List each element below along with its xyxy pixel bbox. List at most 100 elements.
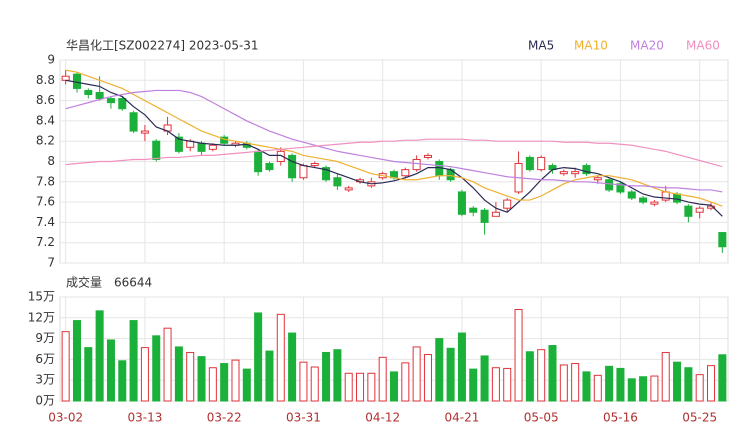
volume-bar xyxy=(276,313,285,402)
candle-body xyxy=(276,150,285,163)
volume-bar xyxy=(163,327,172,402)
volume-bar xyxy=(220,363,229,402)
x-tick-label: 03-02 xyxy=(48,411,83,425)
y-tick-label: 7.4 xyxy=(36,215,55,229)
volume-bar xyxy=(559,364,568,402)
candle-body xyxy=(616,183,625,193)
candle-body xyxy=(344,187,353,191)
candle-body xyxy=(718,232,727,248)
y-tick-label: 7 xyxy=(47,256,55,270)
candle-body xyxy=(605,179,614,191)
volume-bar xyxy=(582,371,591,402)
y-tick-label: 8.6 xyxy=(36,93,55,107)
volume-bar xyxy=(514,308,523,402)
volume-bar xyxy=(333,349,342,402)
volume-bar xyxy=(186,351,195,402)
volume-bar xyxy=(118,360,127,402)
volume-bar xyxy=(174,346,183,402)
volume-tick-label: 9万 xyxy=(35,331,55,345)
legend-label: MA60 xyxy=(686,39,720,53)
x-tick-label: 03-22 xyxy=(207,411,242,425)
volume-tick-label: 12万 xyxy=(28,310,55,324)
chart-title: 华昌化工[SZ002274] 2023-05-31 xyxy=(66,39,259,53)
candle-body xyxy=(707,205,716,209)
candle-body xyxy=(559,171,568,175)
volume-bar xyxy=(661,351,670,402)
candle-body xyxy=(412,158,421,171)
volume-bar xyxy=(525,351,534,402)
volume-bar xyxy=(491,367,500,402)
volume-tick-label: 0万 xyxy=(35,394,55,408)
volume-bar xyxy=(412,346,421,402)
candle-body xyxy=(537,156,546,171)
candle-body xyxy=(695,207,704,213)
volume-bar xyxy=(208,367,217,402)
volume-bar xyxy=(152,335,161,402)
volume-bar xyxy=(378,356,387,402)
volume-bar xyxy=(356,372,365,402)
candle-body xyxy=(650,201,659,205)
y-tick-label: 8.8 xyxy=(36,73,55,87)
volume-bar xyxy=(616,367,625,402)
y-tick-label: 8.4 xyxy=(36,113,55,127)
volume-bar xyxy=(627,378,636,402)
volume-bar xyxy=(61,331,70,402)
legend-label: MA10 xyxy=(574,39,608,53)
volume-bar xyxy=(503,367,512,402)
volume-tick-label: 3万 xyxy=(35,373,55,387)
candle-body xyxy=(469,207,478,213)
candle-body xyxy=(197,142,206,152)
volume-bar xyxy=(423,354,432,402)
volume-bar xyxy=(197,356,206,402)
x-tick-label: 05-25 xyxy=(682,411,717,425)
candle-body xyxy=(288,154,297,179)
candle-body xyxy=(61,75,70,81)
volume-bar xyxy=(265,350,274,402)
candle-body xyxy=(333,177,342,187)
ma-line xyxy=(65,79,723,217)
x-tick-label: 03-13 xyxy=(127,411,162,425)
candle-body xyxy=(593,177,602,181)
candle-body xyxy=(673,193,682,203)
volume-bar xyxy=(695,374,704,402)
volume-bar xyxy=(435,338,444,402)
volume-bar xyxy=(639,376,648,402)
y-tick-label: 9 xyxy=(47,53,55,67)
candle-body xyxy=(265,163,274,171)
ma-line xyxy=(65,89,723,193)
volume-bar xyxy=(72,320,81,402)
candle-body xyxy=(525,156,534,171)
volume-bar xyxy=(254,312,263,402)
legend-label: MA20 xyxy=(630,39,664,53)
x-tick-label: 05-16 xyxy=(603,411,638,425)
volume-bar xyxy=(344,372,353,402)
y-tick-label: 8.2 xyxy=(36,134,55,148)
candle-body xyxy=(299,165,308,179)
volume-bar xyxy=(457,332,466,402)
volume-bar xyxy=(548,345,557,402)
x-tick-label: 04-21 xyxy=(444,411,479,425)
candle-body xyxy=(627,191,636,199)
candle-body xyxy=(480,209,489,223)
candle-body xyxy=(582,165,591,175)
candle-body xyxy=(129,112,138,132)
candle-body xyxy=(106,98,115,104)
volume-tick-label: 6万 xyxy=(35,352,55,366)
volume-bar xyxy=(140,347,149,402)
volume-bar xyxy=(242,368,251,402)
volume-bar xyxy=(537,349,546,402)
volume-bar xyxy=(84,347,93,402)
candle-body xyxy=(401,169,410,177)
candle-body xyxy=(310,163,319,167)
x-tick-label: 03-31 xyxy=(286,411,321,425)
volume-bar xyxy=(446,347,455,402)
volume-bar xyxy=(367,372,376,402)
volume-bar xyxy=(718,354,727,402)
volume-bar xyxy=(322,351,331,402)
candle-body xyxy=(84,89,93,96)
volume-bar xyxy=(571,363,580,402)
volume-tick-label: 15万 xyxy=(28,290,55,304)
volume-bar xyxy=(593,374,602,402)
volume-bar xyxy=(684,367,693,402)
